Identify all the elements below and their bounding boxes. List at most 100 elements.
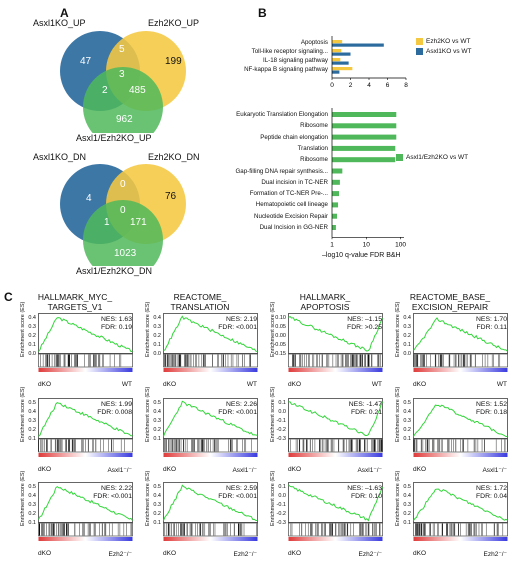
- bar-top-tick-label: 0: [330, 82, 334, 89]
- gsea-column-title-line: APOPTOSIS: [300, 302, 350, 312]
- gsea-ytick-label: 0.0: [403, 351, 411, 357]
- gsea-column-title: HALLMARK_MYC_ TARGETS_V1: [20, 292, 130, 312]
- gsea-column-title-line: TRANSLATION: [170, 302, 230, 312]
- gsea-ytick-label: 0.1: [153, 342, 161, 348]
- gsea-column-title-line: TARGETS_V1: [47, 302, 103, 312]
- gsea-plot: Enrichment score (ES) 0.4 0.3 0.2 0.1 0.0 NES:…: [395, 302, 515, 393]
- gsea-es-frame: [163, 482, 258, 523]
- gsea-right-label: Asxl1⁻/⁻: [107, 467, 132, 474]
- gsea-column-title-line: EXCISION_REPAIR: [411, 302, 489, 312]
- venn-dn-n13: 1: [104, 217, 110, 228]
- gsea-ytick-label: 0.1: [28, 342, 36, 348]
- gsea-es-curve: [413, 488, 508, 521]
- bar-bottom-dko: [332, 112, 397, 117]
- gsea-es-frame: [163, 398, 258, 439]
- gsea-ytick-label: 0.5: [403, 484, 411, 490]
- gsea-ytick-label: 0.05: [275, 324, 286, 330]
- gsea-plot: Enrichment score (ES) 0.10 0.05 0.00 -0.05 -0…: [270, 302, 390, 393]
- venn-up-n23: 485: [129, 85, 146, 96]
- panel-a-letter: A: [60, 6, 69, 20]
- gsea-es-frame: [288, 398, 383, 439]
- gsea-stats: NES: 2.59 FDR: <0.001: [218, 485, 257, 501]
- gsea-hit-band: [163, 353, 258, 368]
- gsea-es-frame: [288, 313, 383, 354]
- bar-bottom-dko: [332, 157, 396, 163]
- gsea-es-curve: [288, 401, 383, 436]
- gsea-rank-gradient: [163, 368, 258, 372]
- bar-bottom-legend: Asxl1/Ezh2KO vs WT: [396, 154, 468, 161]
- bar-bottom-tick-label: 10: [363, 241, 371, 248]
- gsea-plot-svg: [163, 398, 258, 457]
- gsea-fdr: FDR: 0.11: [476, 324, 507, 331]
- gsea-plot-svg: [288, 398, 383, 457]
- gsea-stats: NES: 1.99 FDR: 0.008: [97, 401, 132, 417]
- gsea-es-frame: [38, 313, 133, 354]
- gsea-ytick-label: 0.2: [153, 427, 161, 433]
- gsea-left-label: dKO: [38, 466, 52, 473]
- gsea-rank-gradient: [288, 368, 383, 372]
- gsea-ytick-label: 0.4: [403, 315, 411, 321]
- bar-top-ezh2: [332, 49, 342, 53]
- gsea-ytick-label: 0.5: [28, 400, 36, 406]
- gsea-plot-svg: [413, 313, 508, 372]
- gsea-ytick-label: -0.3: [276, 436, 286, 442]
- bar-top-asxl1: [332, 43, 384, 47]
- bar-chart-top: 0 2 4 6 8: [330, 36, 408, 89]
- legend-swatch-dko: [396, 154, 403, 161]
- gsea-left-label: dKO: [38, 550, 52, 557]
- gsea-es-frame: [413, 313, 508, 354]
- gsea-nes: NES: –1.63: [347, 485, 382, 492]
- venn-dn-n1: 4: [86, 193, 92, 204]
- bar-bottom-xlabel: –log10 q-value FDR B&H: [322, 252, 401, 259]
- gsea-stats: NES: 1.63 FDR: 0.19: [101, 316, 132, 332]
- bar-bottom-category-label: Dual Incision in GG-NER: [259, 224, 328, 231]
- gsea-nes: NES: 2.59: [226, 485, 257, 492]
- gsea-left-label: dKO: [163, 550, 177, 557]
- gsea-hit-band: [38, 353, 133, 368]
- bar-chart-bottom: 1 10 100: [330, 108, 406, 248]
- gsea-left-label: dKO: [413, 466, 427, 473]
- gsea-es-frame: [413, 398, 508, 439]
- bar-bottom-dko: [332, 134, 397, 140]
- gsea-column-title: REACTOME_BASE_ EXCISION_REPAIR: [395, 292, 505, 312]
- gsea-es-frame: [163, 313, 258, 354]
- gsea-ytick-label: 0.2: [153, 511, 161, 517]
- gsea-rank-gradient: [413, 537, 508, 541]
- gsea-rank-gradient: [413, 453, 508, 457]
- bar-top-asxl1: [332, 52, 351, 56]
- venn-dn-set2-label: Ezh2KO_DN: [148, 152, 200, 162]
- bar-bottom-category-label: Ribosome: [300, 122, 328, 130]
- gsea-es-frame: [288, 482, 383, 523]
- gsea-nes: NES: 1.72: [476, 485, 507, 492]
- bar-top-tick-label: 2: [349, 82, 353, 89]
- gsea-ytick-label: 0.5: [153, 484, 161, 490]
- gsea-fdr: FDR: <0.001: [218, 324, 257, 331]
- gsea-plot-svg: [413, 482, 508, 541]
- gsea-hit-band: [288, 353, 383, 368]
- gsea-fdr: FDR: <0.001: [93, 493, 132, 500]
- bar-top-ezh2: [332, 58, 341, 62]
- bar-bottom-dko: [332, 191, 339, 197]
- bar-bottom-category-label: Peptide chain elongation: [260, 133, 328, 141]
- gsea-ytick-label: 0.4: [403, 493, 411, 499]
- gsea-ytick-label: 0.4: [28, 493, 36, 499]
- gsea-nes: NES: 1.70: [476, 316, 507, 323]
- gsea-fdr: FDR: 0.04: [476, 493, 507, 500]
- gsea-stats: NES: –1.15 FDR: >0.25: [347, 316, 382, 332]
- bar-top-category-label: NF-kappa B signaling pathway: [244, 66, 328, 73]
- bar-bottom-category-label: Dual incision in TC-NER: [261, 178, 328, 186]
- gsea-nes: NES: 2.19: [226, 316, 257, 323]
- gsea-ytick-label: 0.3: [28, 418, 36, 424]
- bar-bottom-category-label: Translation: [297, 144, 328, 152]
- bar-bottom-dko: [332, 213, 338, 219]
- gsea-es-frame: [38, 482, 133, 523]
- gsea-ytick-label: 0.1: [403, 342, 411, 348]
- venn-up-n3: 962: [116, 114, 133, 125]
- venn-up-n13: 2: [102, 85, 108, 96]
- venn-up-n123: 3: [119, 69, 125, 80]
- gsea-right-label: WT: [371, 381, 382, 388]
- gsea-ytick-label: 0.5: [403, 400, 411, 406]
- legend-swatch-asxl1: [416, 48, 423, 55]
- bar-bottom-category-label: Eukaryotic Translation Elongation: [236, 111, 328, 118]
- panel-c-letter: C: [4, 290, 13, 304]
